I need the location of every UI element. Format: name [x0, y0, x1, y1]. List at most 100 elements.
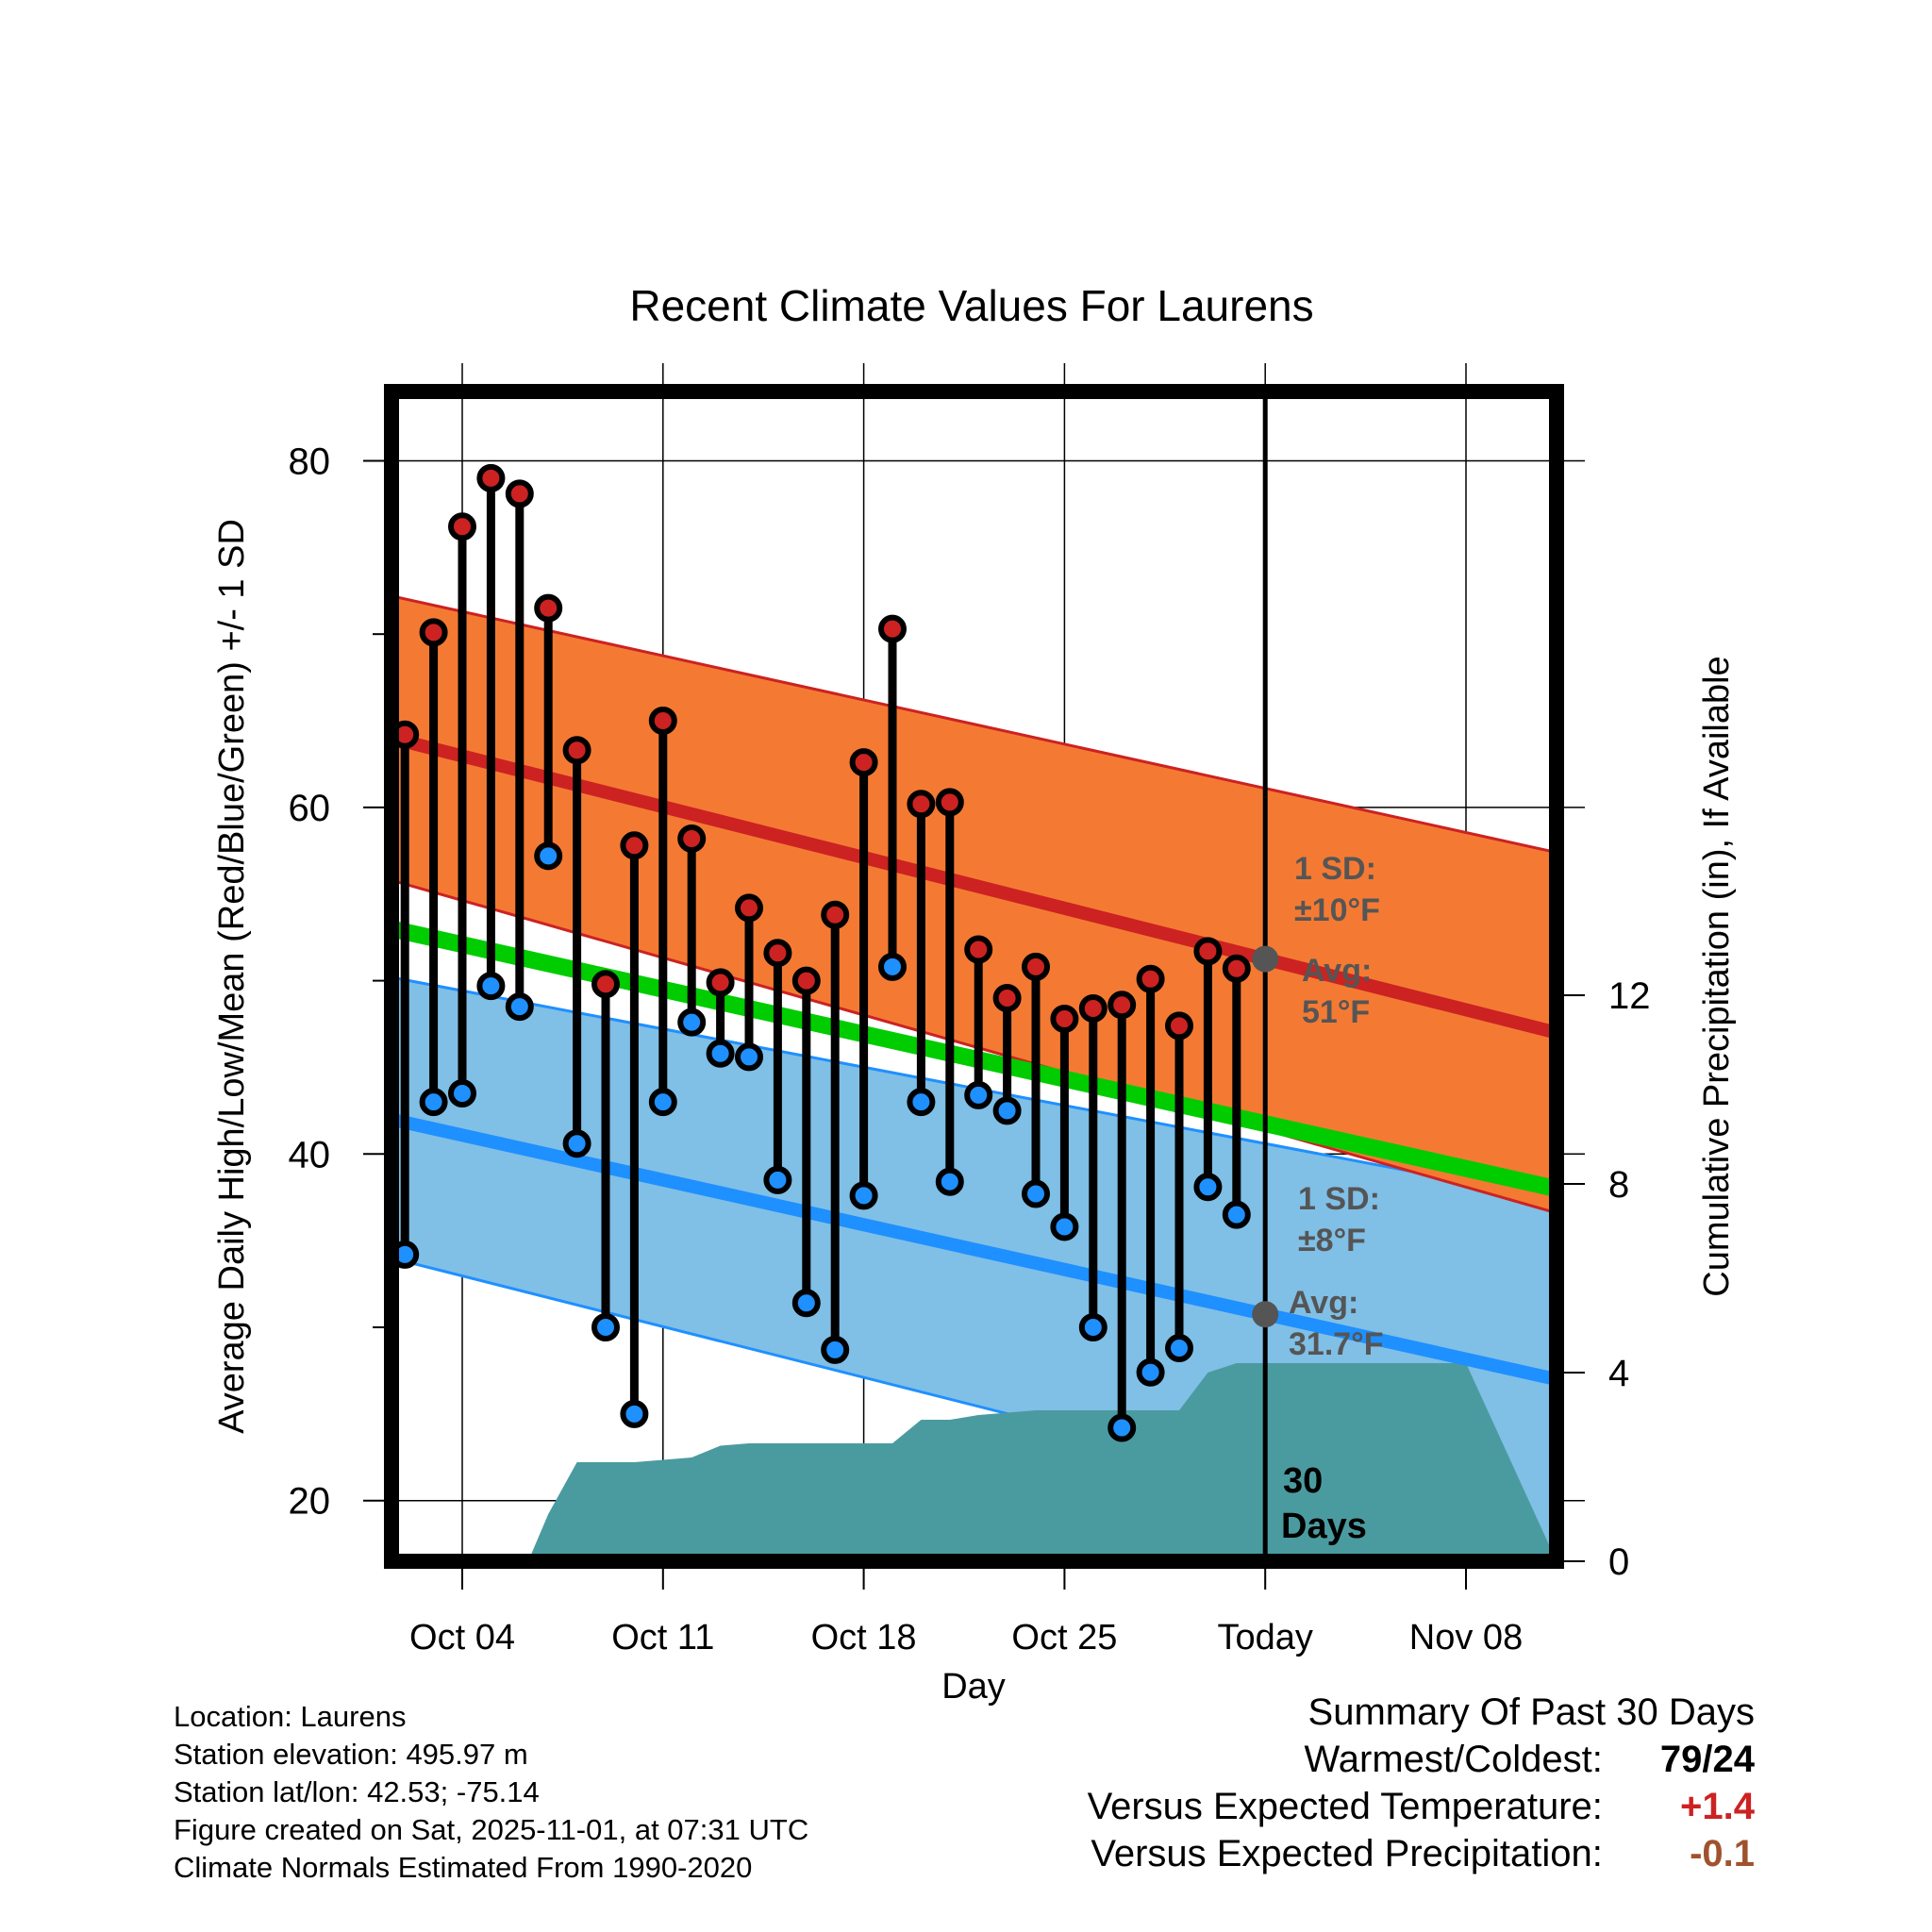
today-high-avg-dot	[1252, 945, 1279, 973]
low-sd-label: 1 SD:	[1298, 1181, 1380, 1217]
daily-high-point	[735, 893, 763, 923]
daily-high-point	[849, 748, 878, 777]
daily-high-point	[878, 614, 907, 643]
x-tick-label: Today	[1217, 1618, 1312, 1657]
normal-lines	[391, 731, 1557, 1386]
daily-high-point	[448, 512, 476, 541]
x-tick-label: Oct 04	[409, 1618, 515, 1657]
daily-low-point	[534, 841, 563, 871]
normal-low-line	[391, 1112, 1557, 1386]
daily-low-point	[1108, 1413, 1137, 1442]
high-avg-label: Avg:	[1302, 953, 1372, 989]
normals-text: Climate Normals Estimated From 1990-2020	[174, 1851, 753, 1884]
y-tick-label: 60	[289, 788, 331, 829]
summary-precip: Versus Expected Precipitation: -0.1	[1088, 1830, 1755, 1877]
warm-cold-value: 79/24	[1659, 1739, 1755, 1780]
today-line	[1252, 391, 1279, 1561]
x-tick-label: Oct 18	[811, 1618, 917, 1657]
daily-low-point	[735, 1042, 763, 1072]
daily-low-point	[791, 1289, 821, 1318]
daily-high-point	[1050, 1005, 1079, 1034]
y-tick-label: 80	[289, 441, 331, 482]
daily-low-point	[1078, 1313, 1108, 1341]
today-days-label: Days	[1281, 1507, 1367, 1546]
y2-tick-label: 12	[1608, 975, 1651, 1017]
high-avg-value: 51°F	[1302, 994, 1370, 1030]
y-tick-label: 40	[289, 1134, 331, 1175]
daily-high-point	[591, 970, 620, 999]
daily-low-point	[648, 1088, 677, 1117]
daily-low-point	[763, 1165, 792, 1194]
high-sd-value: ±10°F	[1294, 892, 1380, 928]
y-tick-label: 20	[289, 1481, 331, 1523]
daily-low-point	[505, 992, 534, 1022]
latlon-text: Station lat/lon: 42.53; -75.14	[174, 1775, 540, 1808]
summary-heading: Summary Of Past 30 Days	[1307, 1691, 1755, 1733]
daily-high-point	[821, 900, 850, 929]
low-sd-value: ±8°F	[1298, 1223, 1366, 1258]
daily-high-point	[476, 463, 506, 492]
daily-observations	[391, 463, 1251, 1442]
high-sd-label: 1 SD:	[1294, 851, 1376, 887]
daily-low-point	[964, 1080, 993, 1109]
daily-low-point	[1222, 1200, 1251, 1229]
summary-temp: Versus Expected Temperature: +1.4	[1088, 1783, 1755, 1830]
daily-low-point	[1136, 1357, 1165, 1387]
warm-cold-label: Warmest/Coldest:	[1304, 1739, 1603, 1780]
daily-high-point	[1165, 1011, 1193, 1041]
location-text: Location: Laurens	[174, 1700, 407, 1733]
daily-low-point	[821, 1335, 850, 1364]
precip-label: Versus Expected Precipitation:	[1091, 1833, 1603, 1874]
daily-high-point	[935, 788, 964, 817]
daily-low-point	[935, 1167, 964, 1196]
temp-label: Versus Expected Temperature:	[1087, 1786, 1603, 1827]
annotations: 1 SD: ±10°F Avg: 51°F 1 SD: ±8°F Avg: 31…	[1281, 851, 1384, 1546]
x-tick-label: Oct 25	[1011, 1618, 1117, 1657]
daily-high-point	[562, 736, 591, 765]
x-axis-label: Day	[941, 1667, 1006, 1707]
summary-panel: Summary Of Past 30 Days Warmest/Coldest:…	[1088, 1689, 1755, 1877]
normal-mean-line	[391, 920, 1557, 1197]
y2-axis-label: Cumulative Precipitation (in), If Availa…	[1697, 656, 1737, 1296]
today-days-number: 30	[1283, 1461, 1323, 1501]
daily-high-point	[534, 593, 563, 623]
daily-low-point	[992, 1096, 1022, 1125]
daily-high-point	[620, 831, 649, 860]
precip-value: -0.1	[1690, 1833, 1755, 1874]
daily-high-point	[1136, 964, 1165, 993]
daily-high-point	[648, 707, 677, 736]
created-text: Figure created on Sat, 2025-11-01, at 07…	[174, 1813, 809, 1846]
daily-low-point	[878, 952, 907, 981]
daily-high-point	[677, 824, 707, 853]
daily-high-point	[992, 983, 1022, 1012]
daily-high-point	[1022, 952, 1050, 981]
daily-low-point	[419, 1088, 448, 1117]
today-low-avg-dot	[1252, 1301, 1279, 1328]
y2-tick-label: 0	[1608, 1541, 1629, 1583]
daily-low-point	[448, 1079, 476, 1108]
daily-high-point	[706, 968, 735, 997]
daily-high-point	[964, 935, 993, 964]
normal-high-line	[391, 731, 1557, 1040]
daily-low-point	[706, 1039, 735, 1068]
elevation-text: Station elevation: 495.97 m	[174, 1738, 528, 1771]
daily-low-point	[1050, 1212, 1079, 1241]
precipitation-area	[527, 1363, 1557, 1561]
daily-high-point	[1193, 937, 1223, 966]
daily-high-point	[1222, 954, 1251, 983]
daily-high-point	[791, 966, 821, 995]
daily-low-point	[677, 1008, 707, 1037]
daily-high-point	[505, 479, 534, 508]
x-tick-label: Nov 08	[1409, 1618, 1523, 1657]
daily-low-point	[476, 972, 506, 1001]
daily-high-point	[763, 939, 792, 968]
station-info: Location: Laurens Station elevation: 495…	[174, 1698, 808, 1887]
low-avg-label: Avg:	[1289, 1285, 1358, 1321]
daily-low-point	[849, 1181, 878, 1210]
axes: 20 40 60 80 0 4 8 12 Oct 04 Oct 11 Oct 18 Oct 25 Tod…	[289, 441, 1651, 1657]
daily-high-point	[1078, 993, 1108, 1023]
daily-high-point	[419, 618, 448, 647]
temp-value: +1.4	[1680, 1786, 1755, 1827]
summary-warm-cold: Warmest/Coldest: 79/24	[1088, 1736, 1756, 1783]
